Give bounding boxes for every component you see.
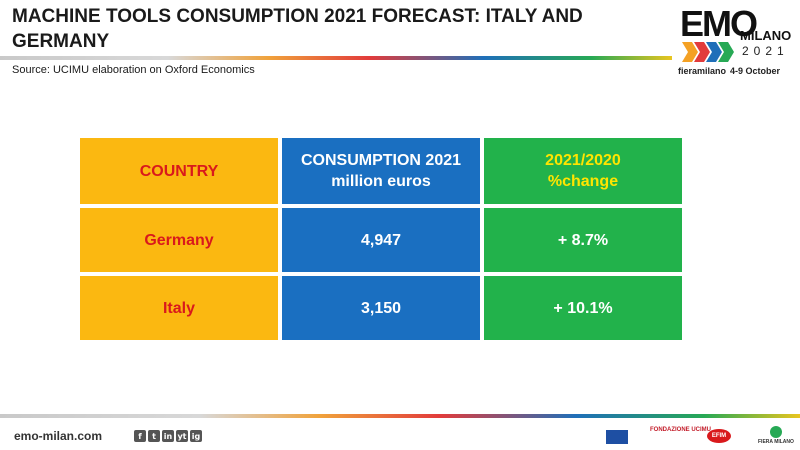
logo-stripes-icon xyxy=(682,42,734,62)
footer-website-link[interactable]: emo-milan.com xyxy=(14,429,103,443)
instagram-icon[interactable]: ig xyxy=(190,430,202,442)
fiera-milano-text: FIERA MILANO xyxy=(758,439,794,445)
logo-dates-text: 4-9 October xyxy=(730,66,781,76)
row-italy-change: + 10.1% xyxy=(482,274,684,342)
row-germany-consumption: 4,947 xyxy=(280,206,482,274)
efim-text: EFIM xyxy=(711,433,727,439)
row-italy-consumption: 3,150 xyxy=(280,274,482,342)
logo-year-text: 2021 xyxy=(742,44,789,58)
fondazione-ucimu-text: FONDAZIONE UCIMU xyxy=(650,427,711,433)
header-divider xyxy=(0,56,672,60)
page-title: MACHINE TOOLS CONSUMPTION 2021 FORECAST:… xyxy=(12,6,583,52)
row-italy-country: Italy xyxy=(78,274,280,342)
logo-fiera-line: fieramilano 4-9 October xyxy=(678,66,780,76)
row-germany-country: Germany xyxy=(78,206,280,274)
social-icons: f t in yt ig xyxy=(134,430,202,442)
logo-emo-text: EMO xyxy=(680,3,758,44)
header-consumption: CONSUMPTION 2021 million euros xyxy=(280,136,482,206)
header-consumption-line2: million euros xyxy=(331,173,431,190)
header-consumption-line1: CONSUMPTION 2021 xyxy=(300,152,462,169)
fiera-milano-mark-icon xyxy=(769,426,782,438)
fondazione-ucimu-logo: FONDAZIONE UCIMU xyxy=(650,427,711,447)
header-change: 2021/2020 %change xyxy=(482,136,684,206)
youtube-icon[interactable]: yt xyxy=(176,430,188,442)
consumption-table: COUNTRY CONSUMPTION 2021 million euros 2… xyxy=(78,136,684,342)
logo-milano-text: MILANO xyxy=(740,28,792,43)
footer-divider xyxy=(0,414,800,418)
logo-fiera-text: fieramilano xyxy=(678,66,727,76)
linkedin-icon[interactable]: in xyxy=(162,430,174,442)
facebook-icon[interactable]: f xyxy=(134,430,146,442)
header-country: COUNTRY xyxy=(78,136,280,206)
header-change-line1: 2021/2020 xyxy=(545,152,621,169)
header-country-label: COUNTRY xyxy=(139,162,219,180)
header-change-line2: %change xyxy=(547,173,619,190)
row-germany-change: + 8.7% xyxy=(482,206,684,274)
emo-milano-logo: EMO MILANO 2021 fieramilano 4-9 October xyxy=(676,6,794,78)
efim-logo: EFIM xyxy=(707,429,731,443)
twitter-icon[interactable]: t xyxy=(148,430,160,442)
fiera-milano-logo: FIERA MILANO xyxy=(758,426,794,446)
eu-flag-icon xyxy=(606,430,628,444)
source-note: Source: UCIMU elaboration on Oxford Econ… xyxy=(12,64,255,76)
